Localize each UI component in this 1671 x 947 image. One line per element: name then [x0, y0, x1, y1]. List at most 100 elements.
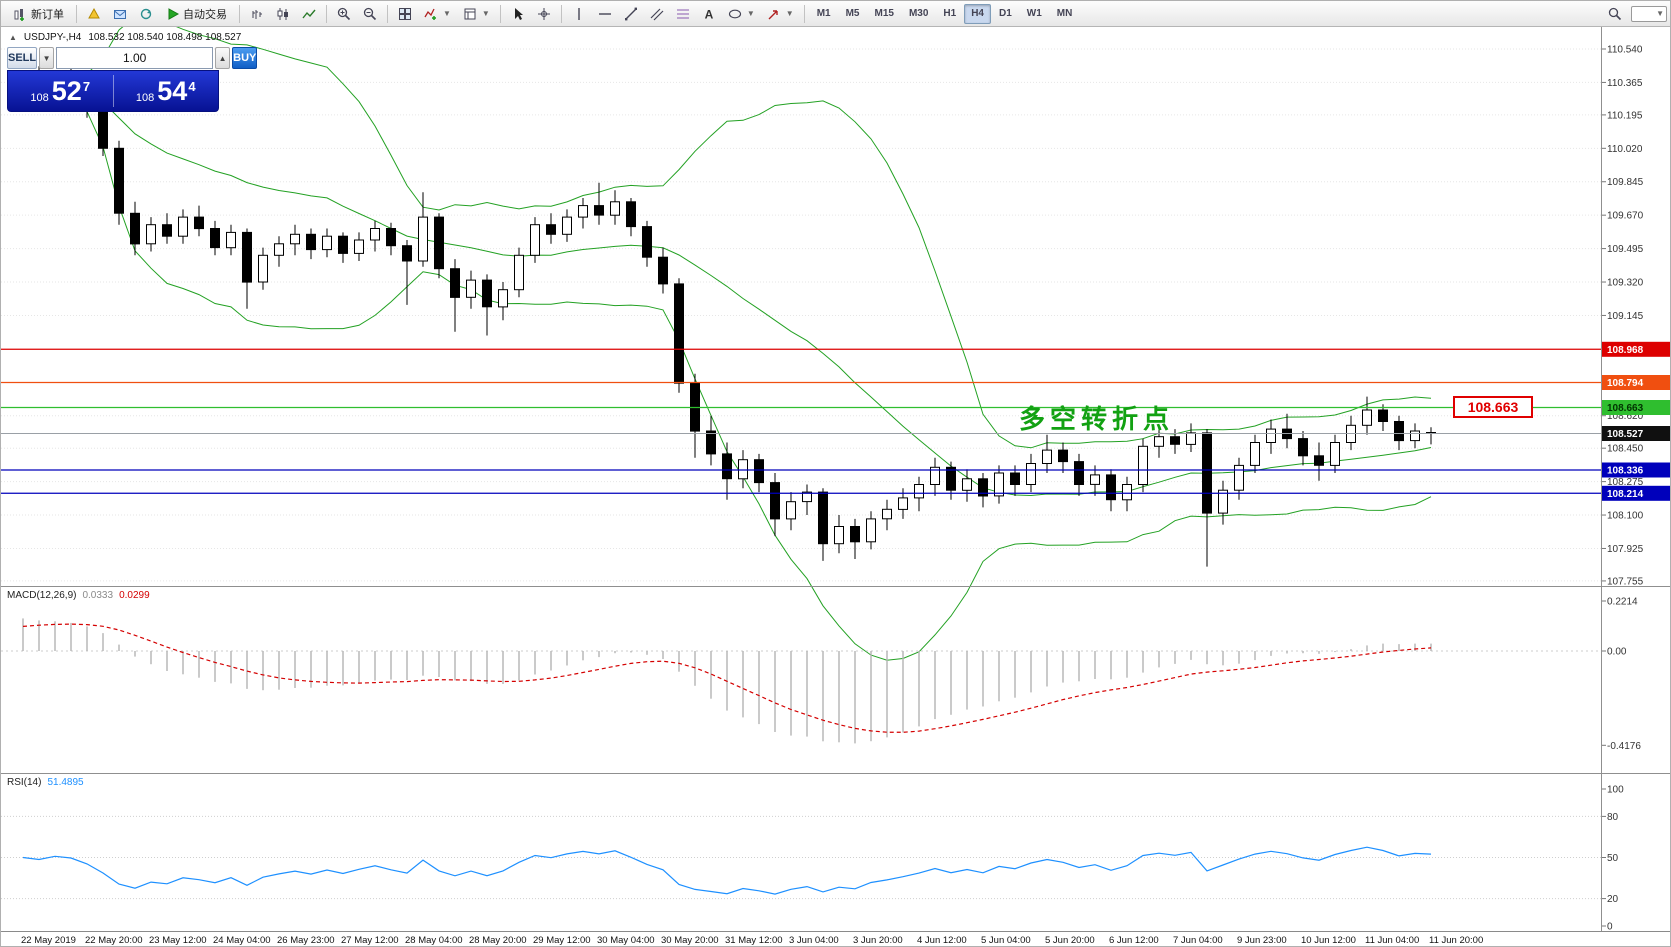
horizontal-line-tool-button[interactable]	[593, 4, 617, 24]
time-axis-label: 3 Jun 04:00	[789, 935, 839, 946]
zoom-out-button[interactable]	[358, 4, 382, 24]
timeframe-button-h1[interactable]: H1	[943, 8, 957, 19]
candle-body	[722, 453, 732, 480]
price-axis-label: 109.495	[1607, 244, 1644, 255]
text-tool-button[interactable]: A	[697, 4, 721, 24]
candle-body	[786, 501, 796, 520]
rsi-axis-label: 0	[1607, 922, 1613, 933]
price-axis-label: 108.275	[1607, 477, 1644, 488]
price-axis-label: 109.670	[1607, 211, 1644, 222]
mailbox-button[interactable]	[108, 4, 132, 24]
candle-body	[1314, 455, 1324, 466]
rsi-value: 51.4895	[47, 777, 84, 788]
new-order-button[interactable]: 新订单	[6, 4, 71, 24]
candle-body	[930, 466, 940, 485]
shapes-tool-button[interactable]: ▼	[723, 4, 760, 24]
vertical-line-tool-button[interactable]	[567, 4, 591, 24]
bar-chart-button[interactable]	[245, 4, 269, 24]
time-axis[interactable]: 22 May 2019 22 May 20:00 23 May 12:00 24 Ma…	[1, 931, 1670, 946]
timeframe-button-m30[interactable]: M30	[908, 8, 929, 19]
crosshair-icon	[537, 7, 550, 20]
search-icon	[1608, 7, 1622, 20]
time-axis-label: 22 May 20:00	[85, 935, 143, 946]
time-axis-label: 11 Jun 04:00	[1365, 935, 1420, 946]
candle-body	[1170, 436, 1180, 445]
timeframe-button-m15[interactable]: M15	[874, 8, 894, 19]
candle-body	[546, 224, 556, 235]
candle-body	[658, 256, 668, 285]
sell-button[interactable]: SELL	[7, 47, 38, 69]
time-axis-label: 31 May 12:00	[725, 935, 783, 946]
candle-body	[1202, 432, 1212, 514]
candle-body	[402, 245, 412, 262]
line-chart-button[interactable]	[297, 4, 321, 24]
trendline-tool-button[interactable]	[619, 4, 643, 24]
timeframe-button-d1[interactable]: D1	[999, 8, 1012, 19]
buy-button[interactable]: BUY	[232, 47, 258, 69]
tile-windows-button[interactable]	[393, 4, 417, 24]
candle-body	[562, 216, 572, 235]
time-axis-label: 28 May 04:00	[405, 935, 463, 946]
auto-trading-button[interactable]: 自动交易	[160, 4, 234, 24]
price-tag	[1602, 426, 1670, 441]
candle-body	[1218, 489, 1228, 514]
timeframe-button-w1[interactable]: W1	[1026, 8, 1042, 19]
toolbar-separator	[803, 4, 805, 23]
macd-axis-label: -0.4176	[1607, 741, 1641, 752]
vertical-line-icon	[578, 7, 580, 20]
candle-body	[1394, 421, 1404, 442]
toolbar-separator	[560, 4, 562, 23]
timeframe-button-m1[interactable]: M1	[816, 8, 831, 19]
time-axis-label: 28 May 20:00	[469, 935, 527, 946]
collapse-arrow-icon[interactable]: ▲	[9, 33, 17, 42]
sell-price-prefix: 108	[30, 92, 49, 104]
candle-body	[706, 430, 716, 455]
symbol-search-button[interactable]	[1603, 4, 1627, 24]
one-click-trading-widget: SELL ▼ ▲ BUY 108 52 7 108 54 4	[7, 47, 258, 112]
time-axis-label: 7 Jun 04:00	[1173, 935, 1223, 946]
candle-body	[466, 279, 476, 298]
zoom-in-button[interactable]	[332, 4, 356, 24]
candle-body	[530, 224, 540, 256]
price-tag-label: 108.794	[1607, 378, 1644, 389]
candle-body	[1378, 409, 1388, 422]
candle-body	[610, 201, 620, 216]
timeframe-button-m5[interactable]: M5	[845, 8, 860, 19]
templates-button[interactable]: ▼	[458, 4, 495, 24]
volume-input[interactable]	[56, 47, 214, 69]
buy-price-display[interactable]: 108 54 4	[114, 71, 219, 111]
indicators-button[interactable]: ▼	[419, 4, 456, 24]
price-divider	[112, 75, 114, 107]
volume-decrease-button[interactable]: ▼	[39, 47, 55, 69]
time-axis-label: 5 Jun 04:00	[981, 935, 1031, 946]
candle-body	[898, 497, 908, 510]
candle-body	[850, 526, 860, 543]
text-icon: A	[705, 7, 714, 21]
price-tag	[1602, 375, 1670, 390]
trade-controls-row: SELL ▼ ▲ BUY	[7, 47, 258, 69]
timeframe-button-h4[interactable]: H4	[964, 3, 991, 24]
arrows-tool-button[interactable]: ▼	[762, 4, 799, 24]
candlestick-chart-button[interactable]	[271, 4, 295, 24]
cursor-button[interactable]	[506, 4, 530, 24]
zoom-out-icon	[363, 7, 377, 20]
time-axis-label: 10 Jun 12:00	[1301, 935, 1356, 946]
channel-tool-button[interactable]	[645, 4, 669, 24]
trendline-icon	[624, 7, 637, 20]
candle-body	[1138, 445, 1148, 485]
timeframe-button-mn[interactable]: MN	[1056, 8, 1073, 19]
crosshair-button[interactable]	[532, 4, 556, 24]
timeframe-group: M1 M5 M15 M30 H1 H4 D1 W1 MN	[810, 3, 1080, 24]
alerts-button[interactable]	[82, 4, 106, 24]
sell-price-pip: 7	[82, 79, 91, 94]
candle-body	[242, 231, 252, 283]
refresh-button[interactable]	[134, 4, 158, 24]
candle-body	[258, 254, 268, 283]
time-axis-label: 30 May 20:00	[661, 935, 719, 946]
sell-price-display[interactable]: 108 52 7	[8, 71, 113, 111]
symbol-search-input[interactable]: ▼	[1631, 5, 1667, 22]
volume-increase-button[interactable]: ▲	[215, 47, 231, 69]
fibonacci-tool-button[interactable]	[671, 4, 695, 24]
candle-body	[146, 224, 156, 245]
